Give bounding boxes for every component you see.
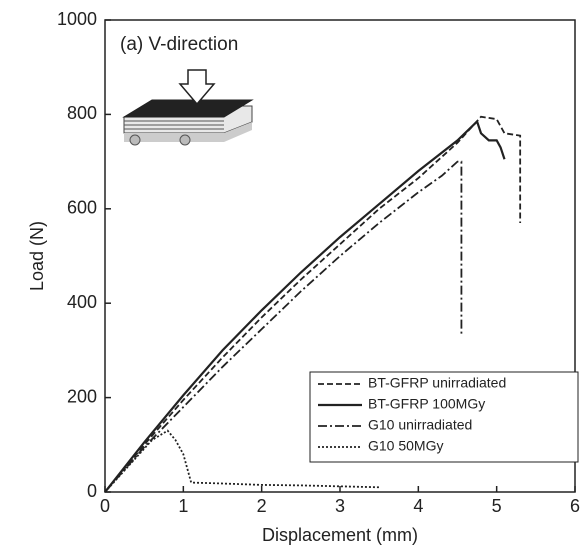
y-tick-label: 600	[67, 198, 97, 218]
x-tick-label: 5	[492, 496, 502, 516]
legend-label: G10 50MGy	[368, 438, 443, 454]
x-tick-label: 2	[257, 496, 267, 516]
x-tick-label: 6	[570, 496, 580, 516]
x-tick-label: 4	[413, 496, 423, 516]
x-tick-label: 1	[178, 496, 188, 516]
y-tick-label: 800	[67, 103, 97, 123]
annotation: (a) V-direction	[120, 34, 238, 55]
legend-label: G10 unirradiated	[368, 417, 472, 433]
x-tick-label: 3	[335, 496, 345, 516]
y-tick-label: 400	[67, 292, 97, 312]
x-axis-label: Displacement (mm)	[262, 525, 418, 545]
series-line	[104, 119, 506, 493]
legend-label: BT-GFRP unirradiated	[368, 375, 506, 391]
specimen-icon	[122, 69, 254, 146]
y-axis-label: Load (N)	[27, 221, 47, 291]
series-line	[104, 160, 463, 493]
y-tick-label: 200	[67, 386, 97, 406]
series-line	[104, 115, 522, 493]
legend-label: BT-GFRP 100MGy	[368, 396, 485, 412]
y-tick-label: 1000	[57, 9, 97, 29]
x-tick-label: 0	[100, 496, 110, 516]
series-line	[104, 429, 380, 493]
y-tick-label: 0	[87, 481, 97, 501]
